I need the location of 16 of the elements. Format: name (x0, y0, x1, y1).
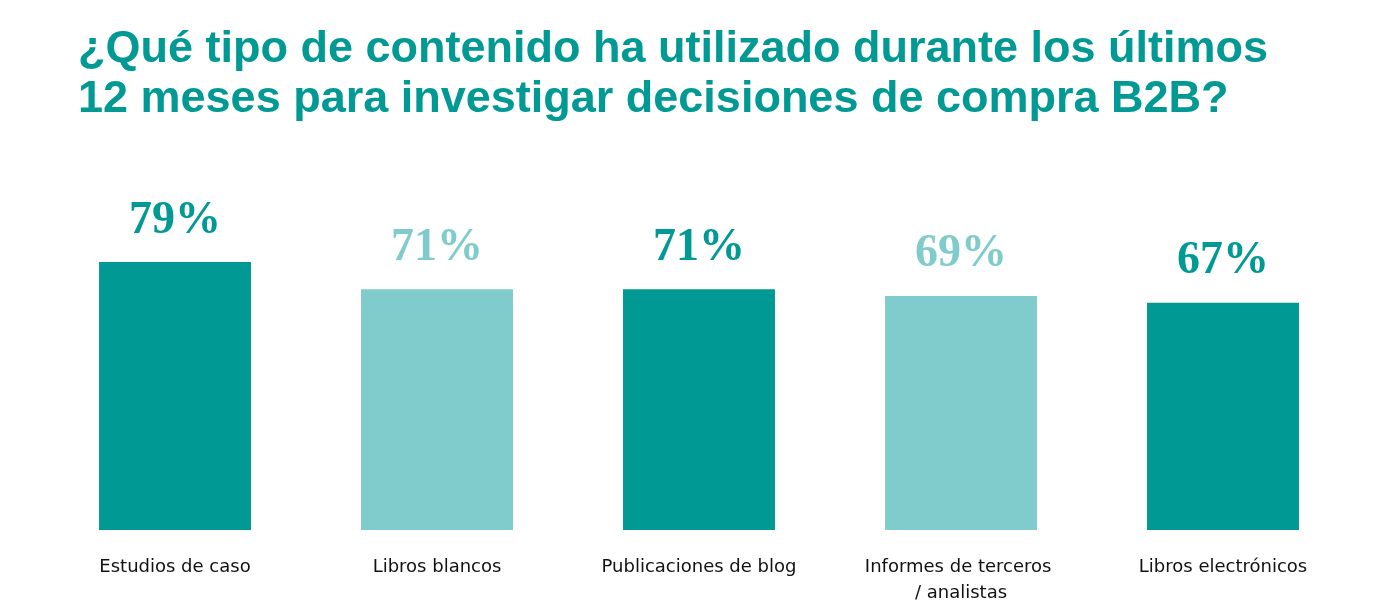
bar (361, 289, 513, 530)
bar (623, 289, 775, 530)
data-label: 79% (129, 191, 221, 243)
chart-title: ¿Qué tipo de contenido ha utilizado durante los últimos 12 meses para investigar decisiones de compra B2B? (78, 21, 1270, 122)
x-tick-label: Estudios de caso (99, 554, 251, 576)
x-tick-label: Publicaciones de blog (601, 554, 797, 576)
data-label: 71% (391, 218, 483, 270)
bar (99, 262, 251, 530)
data-label: 67% (1177, 232, 1269, 284)
data-label: 69% (915, 225, 1007, 277)
x-tick-label: Libros electrónicos (1138, 554, 1308, 576)
bar (885, 295, 1037, 530)
x-tick-label: Libros blancos (372, 554, 502, 576)
x-tick-label: Informes de terceros / analistas (864, 554, 1058, 602)
bar (1147, 302, 1299, 530)
data-label: 71% (653, 218, 745, 270)
